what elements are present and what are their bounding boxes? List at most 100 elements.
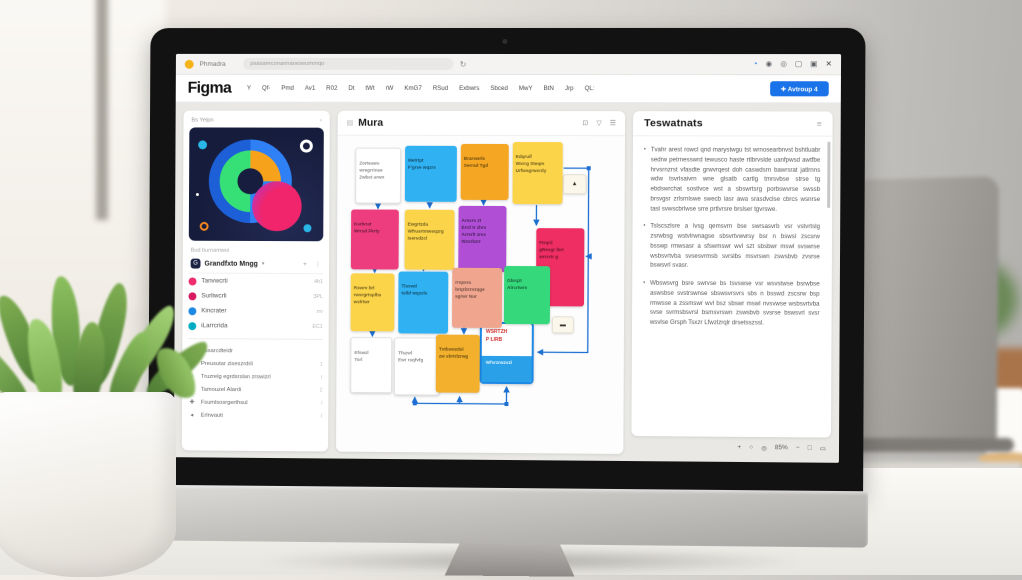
menu-item[interactable]: rW [385,84,394,92]
sticky-note[interactable]: Rswrv brl rwsrgrtsplbs wslrtwr [350,273,395,332]
menu-item[interactable]: Qf- [261,84,271,92]
bullet-text: Tvahr arest rowcl qnd marystwgu tst wrno… [650,146,821,213]
sticky-note[interactable]: Gbrqzt Alrcrtwrs [503,265,551,325]
chevron-down-icon[interactable]: ▾ [261,260,265,267]
menu-item[interactable]: tWt [365,84,375,92]
browser-icon[interactable]: ◉ [765,59,773,69]
sticky-note[interactable]: Efswzl Tsrl [350,337,393,394]
browser-icon[interactable]: ◎ [780,59,787,69]
sticky-note[interactable]: Brarswrls Serrsd Tgd [460,143,509,201]
sidebar-item-label: iLarrcrida [201,322,228,330]
sidebar-tool-item[interactable]: ◔ Preusutar ziseszrdril 1 [188,357,323,371]
sticky-note-text: Tlsxwd tslbf wqzvls [401,283,428,296]
tool-value: 2 [319,387,323,394]
browser-bar: Phmadra psasareconannaneseummqo ↻ ◔ ◉ ◎ … [175,53,842,76]
tool-icon: ◂ [190,412,194,419]
canvas-chip-icon[interactable]: ▲ [562,174,587,195]
sidebar-tool-item[interactable]: ↑ Truzrelg egrdsrslan zrswizrl t [188,370,323,384]
canvas-chip-icon[interactable]: ▬ [551,316,574,334]
sticky-note[interactable]: rrspsra brqzbrzvzqge sgrwr Nur [451,267,503,328]
menu-item[interactable]: Pmd [281,84,294,92]
sidebar-item[interactable]: Surliwcrli 3PL [188,288,323,304]
sticky-note[interactable]: Tfszwl Ewr rsqfvfg [393,337,440,396]
sidebar-item[interactable]: iLarrcrida EC1 [188,318,323,334]
sidebar-tool-item[interactable]: ◂ Erlrwauti t [188,409,323,423]
content-area: Bs Yelpn › Bud burnamwui [174,103,841,463]
sticky-note-text: Ewgrtzda Wfrusrtmwsqzrg Isersdzcl [407,221,444,242]
zoom-control[interactable]: ○ [749,443,754,452]
figma-logo[interactable]: Figma [187,79,232,97]
color-dot-icon [188,276,197,285]
address-bar[interactable]: psasareconannaneseummqo [243,57,454,70]
menu-item[interactable]: Exbwrs [459,84,480,92]
zoom-control[interactable]: □ [807,444,812,452]
sticky-note-text: Brarswrls Serrsd Tgd [463,156,489,169]
closed-laptop [854,176,1000,448]
zoom-control[interactable]: + [737,443,742,451]
canvas-tool-icon[interactable]: ⊡ [582,120,589,128]
menu-item[interactable]: Y [246,84,252,92]
whiteboard-canvas[interactable]: WSRTZH P LIRB Wfsrzrwzvzl ▲ ▬ [336,136,625,454]
sidebar-item[interactable]: Kincrater rrv [188,303,323,319]
menu-row: Y Qf- Pmd Av1 R02 Dt tWt rW KmG7 [247,85,770,93]
browser-icon[interactable]: ▢ [795,59,803,69]
sticky-note-text: Tfszwl Ewr rsqfvfg [398,350,424,363]
sidebar-tool-list: ▣ Assarcdteidr ◔ Preusutar ziseszrdril 1 [188,344,323,423]
sticky-note[interactable]: Ewgrtzda Wfrusrtmwsqzrg Isersdzcl [404,209,455,270]
sidebar-tool-item[interactable]: ● Tamouzel Alardi 2 [188,383,323,397]
tab-favicon [184,59,194,69]
tool-value: 1 [319,361,323,368]
project-row[interactable]: G Grandfxto Mngg ▾ + ⋮ [188,256,324,275]
sticky-note[interactable]: Zorteaws wregrrinse Zwbst arwn [355,147,402,204]
menu-item[interactable]: Dt [348,84,355,92]
tab-label[interactable]: Phmadra [199,60,226,68]
color-dot-icon [188,291,197,300]
sidebar-item-value: EC1 [312,323,323,330]
sticky-note[interactable]: Metrtpt F'grse wqzrs [404,145,457,202]
zoom-control[interactable]: ▭ [819,445,826,453]
menu-item[interactable]: MwY [518,85,533,93]
sticky-note[interactable]: Ksrlvrat Wrrsd Fkrty [350,209,399,270]
sticky-note[interactable]: Edqruif Wvrrg Steqm Urfwsgrwsrdy [512,142,563,205]
white-dot [195,193,199,197]
menu-item[interactable]: BtN [543,85,554,93]
browser-icon[interactable]: ✕ [825,59,832,69]
reader-title: Teswatnats [644,117,703,130]
add-icon[interactable]: + [302,260,307,268]
canvas-header: ▤ Mura ⊡ ▽ ☰ [337,110,626,137]
browser-icon[interactable]: ◔ [752,59,758,69]
browser-icon[interactable]: ▣ [810,59,818,69]
divider [188,338,323,340]
selected-sticky-note[interactable]: WSRTZH P LIRB Wfsrzrwzvzl [479,321,534,385]
reload-icon[interactable]: ↻ [459,59,467,69]
sticky-note[interactable]: Arssrs zt Errd tr zhrs Arrsrlt zrss Wzsr… [458,205,507,273]
sidebar-tool-item[interactable]: ▣ Assarcdteidr [188,344,323,358]
menu-item[interactable]: R02 [326,84,338,92]
canvas-chip-list: ▲ ▬ [338,136,625,334]
tool-value: i [321,400,323,407]
sticky-note[interactable]: Tlsxwd tslbf wqzvls [398,271,449,334]
white-ring-dot [299,139,313,153]
sidebar-tool-item[interactable]: ✚ Fsumlsosrgerthsul i [188,396,323,410]
menu-item[interactable]: QL: [584,85,595,93]
hamburger-icon[interactable]: ≡ [816,118,822,129]
more-icon[interactable]: ⋮ [314,261,322,269]
canvas-tool-icon[interactable]: ▽ [596,120,602,128]
menu-item[interactable]: RSud [432,84,449,92]
imac-monitor: Phmadra psasareconannaneseummqo ↻ ◔ ◉ ◎ … [148,26,870,579]
sidebar-item[interactable]: Tanvwcrti 4h1 [188,273,324,289]
sticky-note[interactable]: Tvtbswzdsl zw sbrtrlzrwg [435,334,480,393]
menu-item[interactable]: KmG7 [404,84,422,92]
zoom-control[interactable]: 85% [774,444,788,452]
sidebar-mini-link-icon[interactable]: › [319,117,322,124]
primary-cta-button[interactable]: ✚ Avtroup 4 [769,81,829,97]
cover-illustration[interactable] [188,127,324,242]
zoom-control[interactable]: − [795,444,800,452]
menu-item[interactable]: Sbced [490,84,508,92]
zoom-control[interactable]: ◎ [761,444,767,452]
scrollbar-thumb[interactable] [827,141,831,209]
menu-item[interactable]: Jrp [564,85,574,93]
menu-item[interactable]: Av1 [304,84,316,92]
tool-label: Tamouzel Alardi [200,386,242,393]
canvas-tool-icon[interactable]: ☰ [609,120,617,128]
